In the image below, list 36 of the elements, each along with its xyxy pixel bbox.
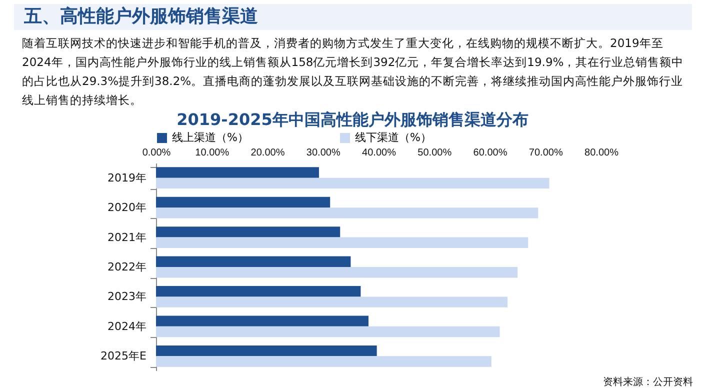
- bar: [156, 296, 508, 308]
- y-tick-label: 2024年: [108, 320, 146, 333]
- bar: [156, 178, 550, 189]
- bar: [156, 356, 492, 367]
- bar: [156, 237, 528, 248]
- x-tick-label: 30.00%: [306, 148, 340, 158]
- bar: [156, 226, 340, 238]
- x-tick-label: 80.00%: [584, 148, 619, 158]
- text: 五、高性能户外服饰销售渠道: [14, 4, 692, 30]
- y-tick-label: 2019年: [108, 171, 146, 184]
- text: 资料来源：公开资料: [603, 376, 693, 389]
- x-tick-label: 20.00%: [250, 148, 285, 158]
- y-tick-label: 2023年: [108, 290, 146, 304]
- bar: [156, 208, 538, 218]
- bar: [156, 196, 330, 208]
- bar: [156, 316, 368, 326]
- x-tick-label: 10.00%: [195, 148, 230, 158]
- x-tick-label: 0.00%: [142, 148, 171, 158]
- x-tick-label: 50.00%: [418, 148, 452, 158]
- legend-label: 线下渠道（%）: [355, 131, 432, 144]
- chart-title: 2019-2025年中国高性能户外服饰销售渠道分布: [176, 110, 530, 131]
- text: 随着互联网技术的快速进步和智能手机的普及，消费者的购物方式发生了重大变化，在线购物的规模不断扩大。2019年至2024年，国内高性能户外服饰行业的线上销售额从158亿元增长到392亿元，年复合增长率达到19.9%，其在行业总销售额中的占比也从29.3%提升到38.2%。直播电商的蓬勃发展以及互联网基础设施的不断完善，将继续推动国内高性能户外服饰行业线上销售的持续增长。: [22, 35, 685, 109]
- bar: [156, 286, 361, 297]
- bar: [156, 267, 518, 278]
- bar: [156, 256, 351, 267]
- x-tick-label: 40.00%: [362, 148, 396, 158]
- bar: [156, 345, 377, 356]
- y-tick-label: 2021年: [108, 230, 146, 244]
- x-tick-label: 60.00%: [473, 148, 508, 158]
- x-tick-label: 70.00%: [528, 148, 563, 158]
- legend-label: 线上渠道（%）: [172, 131, 248, 144]
- y-tick-label: 2020年: [108, 201, 146, 214]
- y-tick-label: 2025年E: [100, 350, 147, 363]
- bar: [156, 326, 500, 338]
- y-tick-label: 2022年: [108, 260, 146, 274]
- bar: [156, 167, 319, 178]
